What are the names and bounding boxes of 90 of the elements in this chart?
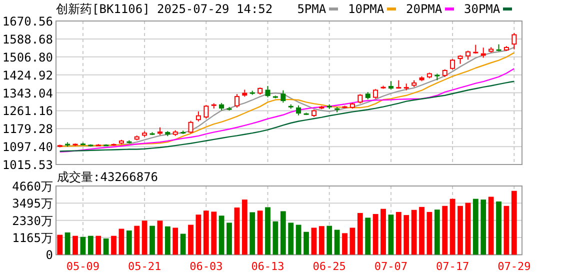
bar (488, 196, 494, 255)
bar (388, 214, 394, 255)
legend-label: 30PMA (464, 2, 501, 16)
x-tick-label: 07-29 (498, 260, 531, 273)
bar (142, 220, 148, 255)
bar (80, 236, 86, 255)
x-tick-label: 06-25 (312, 260, 346, 273)
y-tick-label: 1015.53 (2, 158, 53, 172)
bar (504, 206, 510, 255)
bar (426, 212, 432, 255)
bar (411, 210, 417, 255)
bar (203, 210, 209, 255)
y-tick-label: 1179.28 (2, 122, 53, 136)
y-tick-label: 1670.56 (2, 14, 53, 28)
bar (126, 230, 132, 255)
bar (304, 232, 309, 255)
x-tick-label: 06-03 (190, 260, 223, 273)
bar (180, 234, 186, 255)
bar (496, 201, 502, 255)
y-tick-label: 1343.04 (2, 86, 53, 100)
bar (196, 214, 202, 255)
y-tick-label: 4660万 (12, 180, 53, 194)
line-series (59, 68, 515, 153)
bar (218, 216, 224, 255)
bar (265, 207, 270, 255)
bar (272, 221, 278, 255)
bar (118, 228, 124, 255)
bar (434, 210, 440, 255)
bar (442, 206, 448, 255)
bar (480, 200, 486, 255)
bar (234, 208, 240, 255)
legend-label: 20PMA (406, 2, 443, 16)
x-tick-label: 05-21 (128, 260, 162, 273)
bar (250, 212, 256, 255)
bar (242, 200, 248, 255)
bar (458, 206, 463, 255)
bar (288, 222, 294, 255)
bar (280, 211, 286, 255)
bar (57, 234, 63, 255)
bar (111, 236, 116, 255)
y-tick-label: 0 (46, 248, 53, 262)
y-tick-label: 1588.68 (2, 32, 53, 46)
bar (134, 226, 140, 255)
bar (211, 212, 217, 255)
bar (88, 236, 94, 255)
y-tick-label: 1261.16 (2, 104, 53, 118)
legend-label: 10PMA (348, 2, 385, 16)
chart-title: 创新药[BK1106] 2025-07-29 14:52 (56, 2, 273, 16)
x-tick-label: 05-09 (66, 260, 100, 273)
bar (419, 206, 424, 255)
bar (334, 230, 340, 255)
bar (380, 208, 386, 255)
x-tick-label: 07-07 (374, 260, 408, 273)
x-tick-label: 07-17 (436, 260, 470, 273)
bar (472, 198, 478, 255)
bar (296, 224, 302, 255)
bar (72, 236, 78, 255)
bar (465, 202, 471, 255)
bar (396, 212, 402, 255)
bar (64, 232, 70, 255)
legend-label: 5PMA (297, 2, 327, 16)
x-tick-label: 06-13 (251, 260, 284, 273)
bar (96, 236, 102, 255)
bar (350, 228, 356, 255)
y-tick-label: 3495万 (12, 196, 53, 211)
bar (157, 220, 163, 255)
bar (404, 215, 410, 255)
chart-title: 成交量:43266876 (57, 170, 158, 184)
bar (188, 224, 194, 255)
bar (511, 190, 517, 255)
bar (172, 228, 178, 255)
y-tick-label: 2330万 (12, 214, 53, 228)
bar (164, 226, 170, 255)
bar (357, 212, 363, 255)
y-tick-label: 1506.80 (2, 50, 53, 64)
y-tick-label: 1424.92 (2, 68, 53, 82)
bar (318, 226, 324, 255)
line-series (59, 80, 515, 152)
bar (326, 226, 332, 255)
bar (450, 198, 456, 255)
bar (342, 233, 348, 255)
y-tick-label: 1165万 (12, 231, 53, 246)
bar (103, 238, 109, 255)
bar (311, 228, 317, 255)
bar (365, 218, 371, 255)
bar (257, 210, 263, 255)
bar (150, 226, 155, 255)
bar (372, 214, 378, 255)
y-tick-label: 1097.40 (2, 140, 53, 154)
bar (226, 222, 232, 255)
